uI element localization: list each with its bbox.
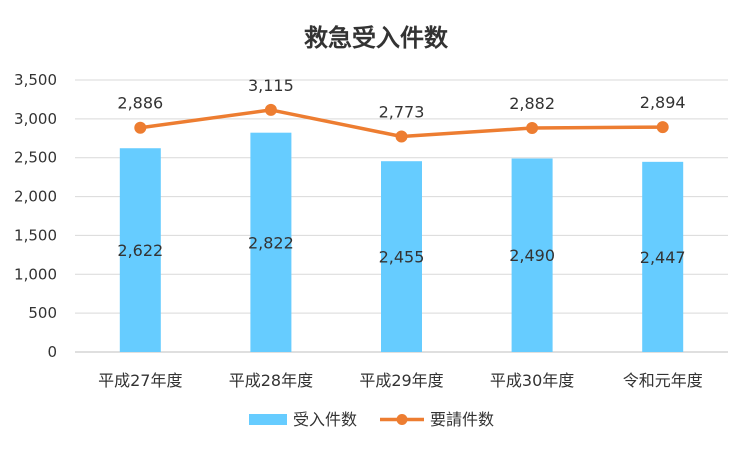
y-tick-label: 1,500: [14, 226, 57, 244]
bar-series: 2,622 2,822 2,455 2,490 2,447: [117, 132, 686, 352]
y-axis-ticks: 0 500 1,000 1,500 2,000 2,500 3,000 3,500: [14, 71, 57, 361]
bar: [119, 148, 161, 352]
line-value-label: 3,115: [248, 76, 294, 95]
line-value-label: 2,773: [379, 102, 425, 121]
line-point: [395, 130, 408, 143]
y-tick-label: 3,500: [14, 71, 57, 89]
bar: [381, 161, 422, 352]
bar-value-label: 2,455: [379, 248, 425, 267]
legend-marker-line: [396, 414, 408, 425]
line-value-label: 2,886: [117, 94, 163, 113]
bar-value-label: 2,622: [117, 241, 163, 260]
y-tick-label: 0: [47, 343, 57, 361]
x-tick-label: 平成28年度: [229, 371, 313, 390]
x-tick-label: 平成27年度: [98, 371, 182, 390]
y-tick-label: 2,000: [14, 188, 57, 206]
bar-value-label: 2,490: [509, 246, 555, 265]
x-axis-ticks: 平成27年度 平成28年度 平成29年度 平成30年度 令和元年度: [98, 371, 703, 390]
line-point: [264, 103, 277, 116]
y-tick-label: 2,500: [14, 149, 57, 167]
line-point: [134, 121, 147, 134]
line-series: 2,886 3,115 2,773 2,882 2,894: [117, 76, 686, 143]
bar-value-label: 2,447: [640, 248, 686, 267]
line-point: [526, 122, 539, 135]
x-tick-label: 平成30年度: [490, 371, 574, 390]
line-point: [656, 121, 669, 134]
y-tick-label: 3,000: [14, 110, 57, 128]
chart-title: 救急受入件数: [304, 24, 449, 52]
legend-label-bar: 受入件数: [293, 410, 357, 429]
bar-value-label: 2,822: [248, 233, 294, 252]
bar: [250, 132, 292, 352]
y-tick-label: 500: [28, 304, 57, 322]
line-value-label: 2,882: [509, 94, 555, 113]
bar: [511, 158, 553, 352]
y-tick-label: 1,000: [14, 265, 57, 283]
legend: 受入件数 要請件数: [249, 410, 494, 429]
x-tick-label: 平成29年度: [359, 371, 443, 390]
line-value-label: 2,894: [640, 93, 686, 112]
x-tick-label: 令和元年度: [623, 371, 703, 390]
legend-label-line: 要請件数: [430, 410, 494, 429]
legend-swatch-bar: [249, 414, 287, 425]
bar: [642, 161, 684, 352]
